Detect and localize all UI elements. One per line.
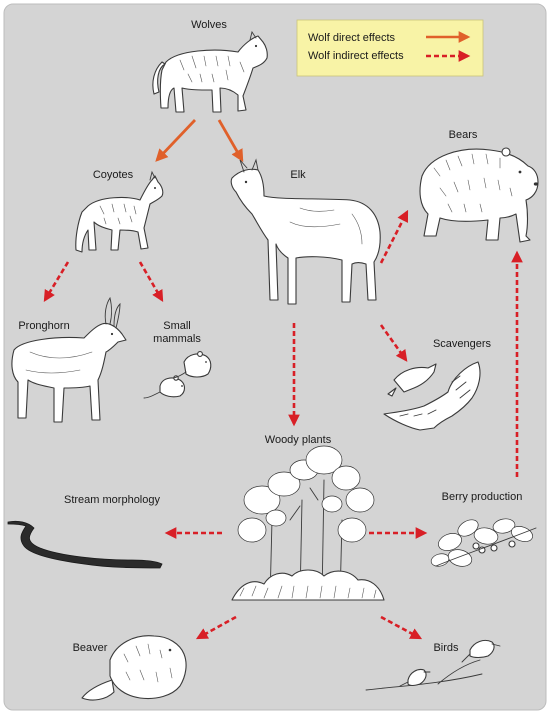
- label-elk: Elk: [290, 169, 306, 181]
- label-pronghorn: Pronghorn: [18, 320, 69, 332]
- label-beaver: Beaver: [73, 642, 108, 654]
- small-mammals-illustration: [143, 351, 212, 399]
- arrow-elk-scavengers: [379, 324, 408, 362]
- arrow-wolves-elk: [217, 119, 244, 163]
- bear-illustration: [419, 147, 539, 243]
- legend-direct-label: Wolf direct effects: [308, 32, 396, 44]
- label-woody-plants: Woody plants: [265, 434, 332, 446]
- label-stream-morphology: Stream morphology: [64, 494, 160, 506]
- coyote-illustration: [75, 170, 164, 253]
- arrow-woody-birds: [380, 615, 423, 640]
- label-berry-production: Berry production: [442, 491, 523, 503]
- arrow-coyotes-small-mammals: [138, 261, 164, 303]
- birds-illustration: [365, 639, 501, 691]
- arrow-elk-bears: [379, 209, 409, 264]
- label-scavengers: Scavengers: [433, 338, 492, 350]
- scavengers-illustration: [383, 361, 481, 431]
- stream-shape: [7, 520, 163, 569]
- beaver-illustration: [81, 635, 187, 701]
- legend: Wolf direct effects Wolf indirect effect…: [296, 19, 484, 77]
- pronghorn-illustration: [11, 296, 127, 423]
- label-wolves: Wolves: [191, 19, 227, 31]
- arrows: [43, 119, 523, 640]
- label-small-mammals-2: mammals: [153, 333, 201, 345]
- label-small-mammals-1: Small: [163, 320, 191, 332]
- arrow-wolves-coyotes: [155, 119, 197, 162]
- arrow-woody-beaver: [195, 615, 237, 640]
- wolf-illustration: [152, 30, 268, 113]
- legend-indirect-label: Wolf indirect effects: [308, 50, 404, 62]
- label-birds: Birds: [433, 642, 459, 654]
- node-labels: Wolves Coyotes Elk Bears Pronghorn Small…: [18, 19, 522, 654]
- label-bears: Bears: [449, 129, 478, 141]
- berry-illustration: [430, 518, 537, 567]
- woody-plants-illustration: [231, 445, 385, 601]
- elk-illustration: [230, 158, 381, 305]
- label-coyotes: Coyotes: [93, 169, 134, 181]
- stream-illustration: [7, 520, 163, 569]
- legend-box: [296, 19, 484, 77]
